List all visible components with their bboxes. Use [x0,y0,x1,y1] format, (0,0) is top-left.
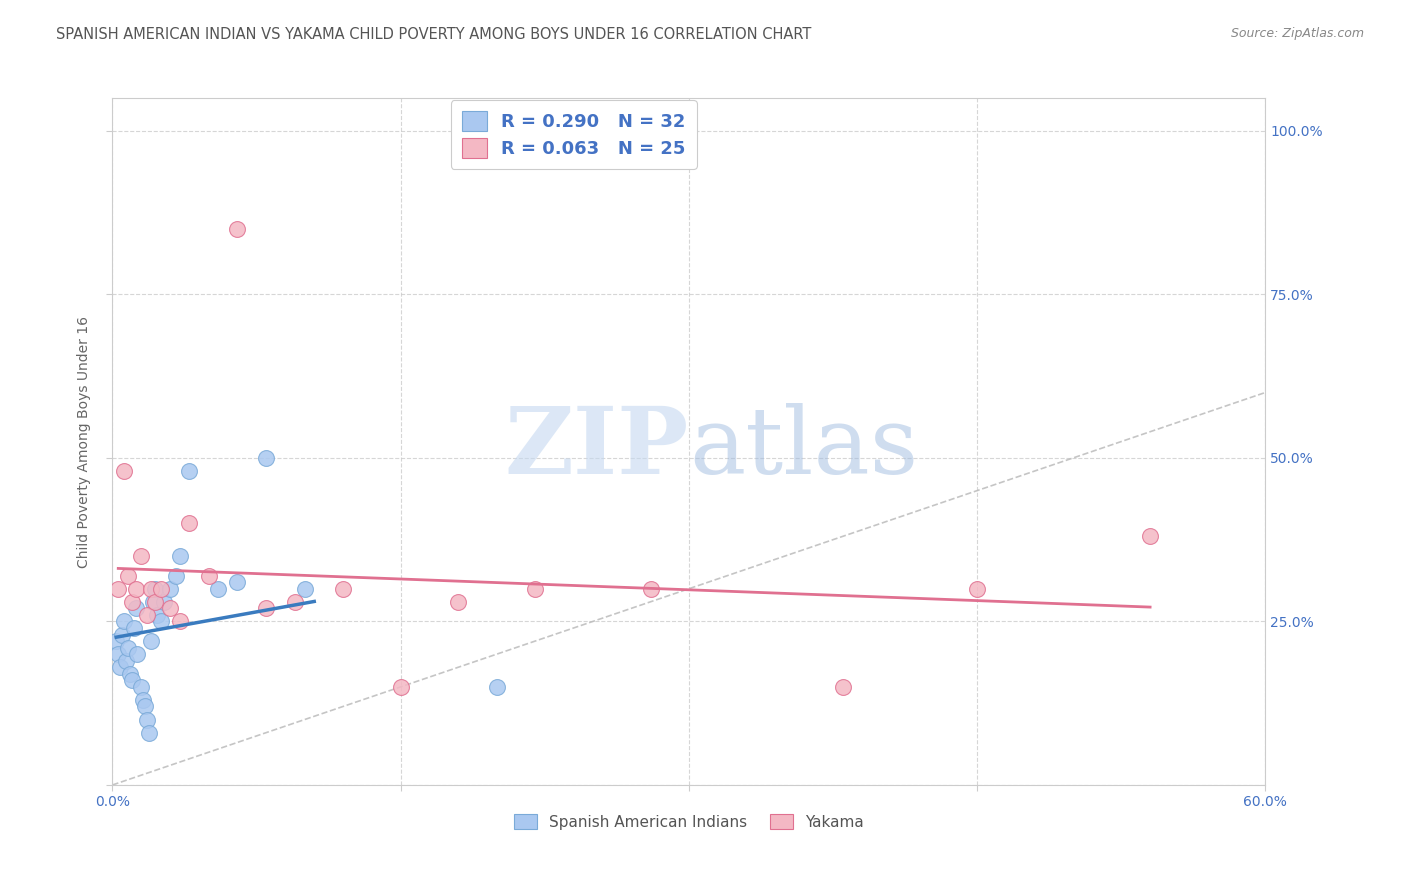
Point [121,673,143,688]
Point [169,549,191,563]
Point [149,582,172,596]
Point [226,222,249,236]
Point [524,582,547,596]
Point [159,601,181,615]
Point [165,568,187,582]
Point [1139,529,1161,543]
Point [138,725,160,739]
Point [115,654,138,668]
Text: ZIP: ZIP [505,403,689,493]
Point [112,464,135,478]
Point [112,615,135,629]
Point [142,595,165,609]
Text: SPANISH AMERICAN INDIAN VS YAKAMA CHILD POVERTY AMONG BOYS UNDER 16 CORRELATION : SPANISH AMERICAN INDIAN VS YAKAMA CHILD … [56,27,811,42]
Point [105,634,128,648]
Point [139,634,162,648]
Point [107,647,129,661]
Point [117,568,139,582]
Point [129,680,153,694]
Point [153,595,176,609]
Legend: Spanish American Indians, Yakama: Spanish American Indians, Yakama [508,807,870,836]
Point [207,582,229,596]
Point [179,464,201,478]
Point [136,713,159,727]
Point [254,601,277,615]
Point [966,582,988,596]
Point [127,647,149,661]
Point [447,595,470,609]
Point [122,621,145,635]
Point [132,693,155,707]
Point [134,699,156,714]
Point [143,595,166,609]
Point [124,582,146,596]
Text: Source: ZipAtlas.com: Source: ZipAtlas.com [1230,27,1364,40]
Point [284,595,307,609]
Point [111,627,134,641]
Point [136,607,159,622]
Point [640,582,662,596]
Point [389,680,412,694]
Point [117,640,139,655]
Point [129,549,153,563]
Point [831,680,853,694]
Point [139,582,162,596]
Point [149,615,172,629]
Point [179,516,201,531]
Text: atlas: atlas [689,403,918,493]
Point [332,582,354,596]
Point [254,450,277,465]
Point [169,615,191,629]
Point [118,666,141,681]
Point [226,575,249,590]
Point [145,607,167,622]
Y-axis label: Child Poverty Among Boys Under 16: Child Poverty Among Boys Under 16 [77,316,91,567]
Point [124,601,146,615]
Point [121,595,143,609]
Point [143,582,166,596]
Point [294,582,316,596]
Point [159,582,181,596]
Point [107,582,129,596]
Point [108,660,131,674]
Point [197,568,219,582]
Point [485,680,508,694]
